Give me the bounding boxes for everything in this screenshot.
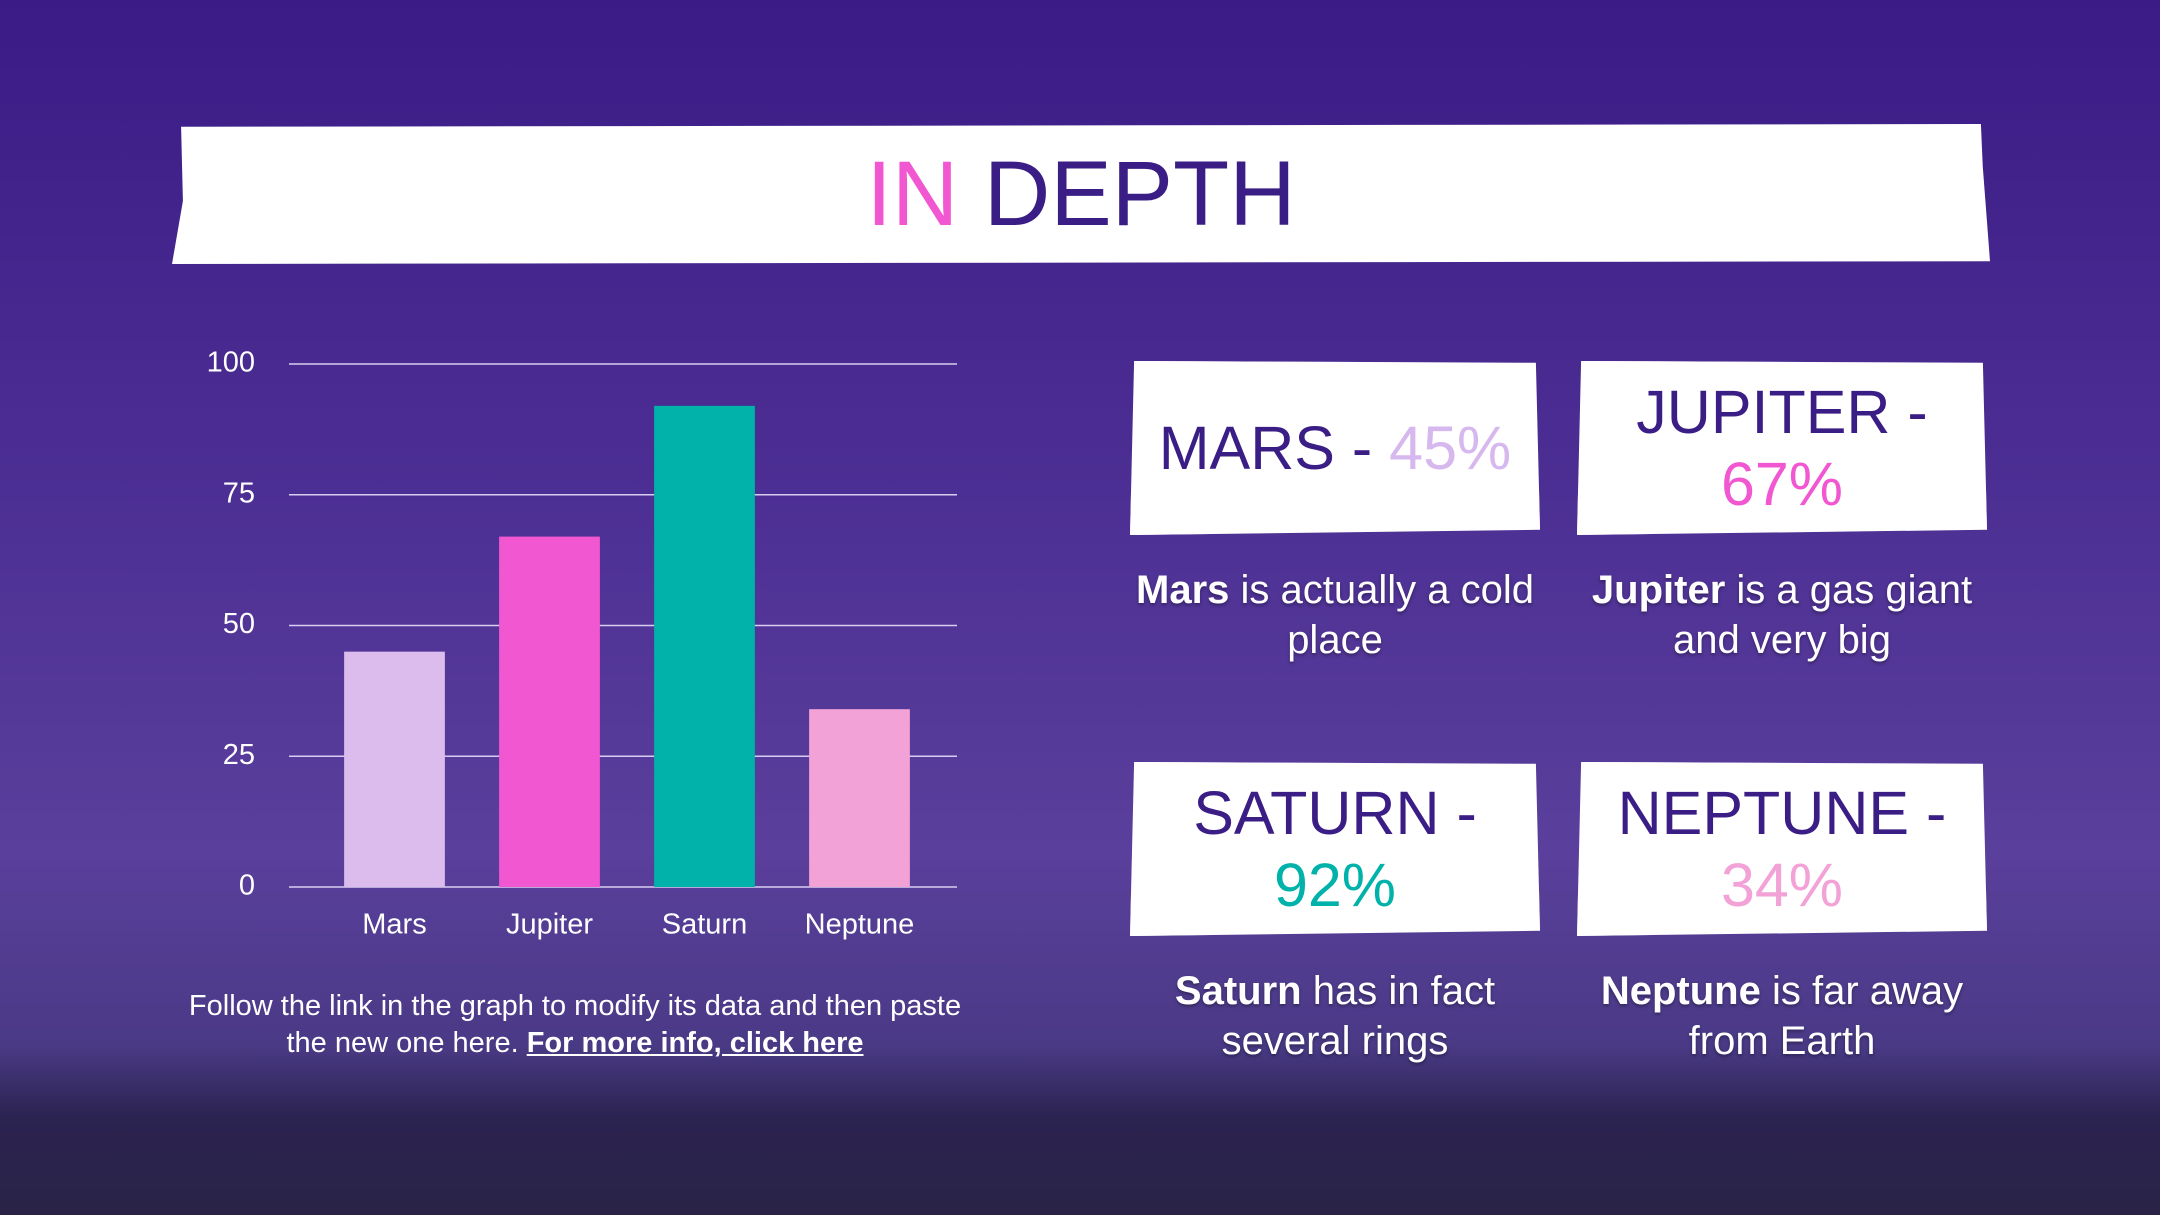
card-title: SATURN - 92%	[1130, 762, 1540, 936]
card-title: MARS - 45%	[1130, 361, 1540, 535]
chart: 0 25 50 75 100 Mars Jupiter Saturn Neptune	[207, 347, 957, 941]
card	[1577, 762, 1987, 936]
planet-name: MARS -	[1158, 414, 1373, 482]
note-text: Follow the link in the graph to modify i…	[188, 990, 962, 1059]
title: IN DEPTH	[172, 124, 1990, 264]
card	[1130, 762, 1540, 936]
title-rest: DEPTH	[983, 143, 1296, 245]
bar	[809, 709, 910, 887]
title-banner	[172, 124, 1990, 264]
planet-percent: 34%	[1720, 851, 1844, 919]
card-title-text: SATURN - 92%	[1150, 777, 1520, 921]
bar	[344, 651, 445, 887]
y-tick-label: 100	[207, 347, 255, 379]
x-tick-label: Mars	[362, 909, 426, 941]
x-tick-label: Jupiter	[506, 909, 593, 941]
card-title-text: JUPITER - 67%	[1597, 376, 1967, 520]
description: Neptune is far away from Earth	[1582, 966, 1982, 1066]
card-title: NEPTUNE - 34%	[1577, 762, 1987, 936]
description-text: is far away from Earth	[1688, 969, 1964, 1063]
x-tick-label: Neptune	[805, 909, 915, 941]
card-title-text: MARS - 45%	[1159, 412, 1512, 484]
y-tick-label: 50	[223, 608, 255, 640]
card-title: JUPITER - 67%	[1577, 361, 1987, 535]
y-tick-label: 75	[223, 477, 255, 509]
planet-percent: 92%	[1273, 851, 1397, 919]
description-text: has in fact several rings	[1221, 969, 1496, 1063]
y-tick-label: 25	[223, 739, 255, 771]
y-tick-label: 0	[239, 870, 255, 902]
planet-percent: 67%	[1720, 450, 1844, 518]
note: Follow the link in the graph to modify i…	[180, 988, 970, 1062]
card	[1130, 361, 1540, 535]
planet-percent: 45%	[1389, 414, 1512, 482]
planet-name: NEPTUNE -	[1617, 779, 1947, 847]
title-highlight: IN	[866, 143, 959, 245]
card-title-text: NEPTUNE - 34%	[1597, 777, 1967, 921]
description-text: is a gas giant and very big	[1673, 568, 1973, 662]
description-text: is actually a cold place	[1240, 568, 1534, 662]
description-bold: Saturn	[1174, 969, 1302, 1013]
description: Mars is actually a cold place	[1135, 565, 1535, 665]
planet-name: JUPITER -	[1636, 378, 1928, 446]
description: Jupiter is a gas giant and very big	[1582, 565, 1982, 665]
description-bold: Neptune	[1600, 969, 1761, 1013]
x-tick-label: Saturn	[662, 909, 747, 941]
bar	[654, 405, 755, 887]
planet-name: SATURN -	[1193, 779, 1477, 847]
info-link[interactable]: For more info, click here	[526, 1027, 864, 1059]
card	[1577, 361, 1987, 535]
description-bold: Jupiter	[1591, 568, 1726, 612]
description-bold: Mars	[1136, 568, 1230, 612]
bar	[499, 536, 600, 887]
description: Saturn has in fact several rings	[1135, 966, 1535, 1066]
